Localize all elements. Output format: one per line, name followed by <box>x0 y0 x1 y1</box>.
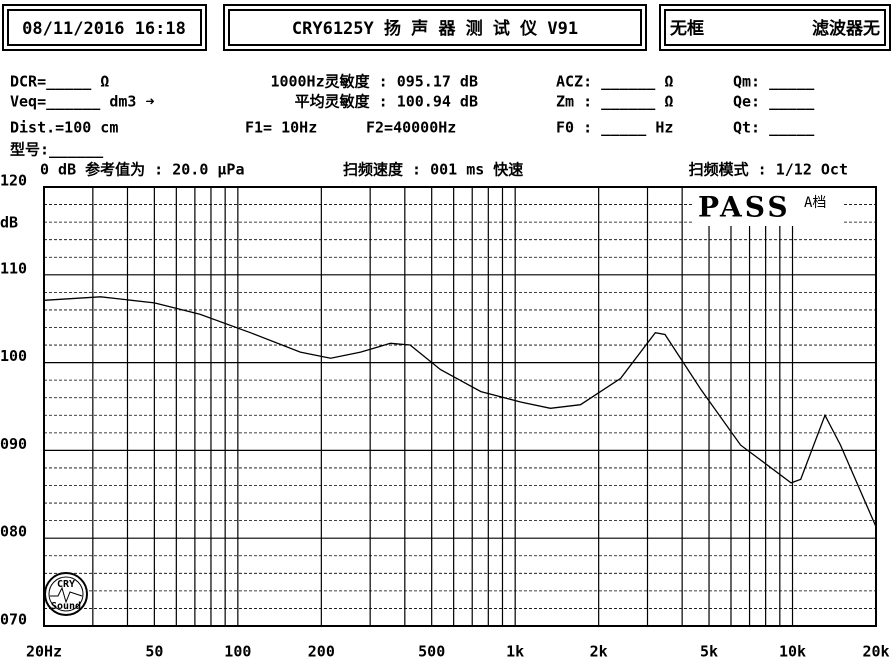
y-tick-label: 100 <box>0 347 27 365</box>
status-box <box>692 188 844 226</box>
header-frames <box>2 4 891 51</box>
ref-level: 0 dB 参考值为 : 20.0 μPa <box>40 161 245 179</box>
y-axis-label: dB <box>0 214 18 232</box>
frame: 无框 <box>669 18 704 39</box>
x-tick-label: 1k <box>506 643 524 661</box>
qm: Qm: _____ <box>733 73 815 91</box>
plot: 070 080 090 100 110 120 20Hz 50 100 200 500 1k 2k 5k 1… <box>0 172 890 661</box>
x-tick-label: 500 <box>418 643 445 661</box>
y-tick-label: 090 <box>0 435 27 453</box>
dist: Dist.=100 cm <box>10 119 118 137</box>
sweep-mode: 扫频模式 : 1/12 Oct <box>689 161 848 179</box>
logo: CRY Sound <box>44 572 88 616</box>
y-tick-label: 070 <box>0 611 27 629</box>
x-tick-label: 10k <box>779 643 806 661</box>
y-tick-label: 120 <box>0 172 27 190</box>
y-tick-label: 110 <box>0 259 27 277</box>
model: 型号:______ <box>10 141 104 159</box>
response-curve <box>43 296 877 528</box>
device-title: CRY6125Y 扬 声 器 测 试 仪 V91 <box>292 18 578 39</box>
x-tick-label: 200 <box>308 643 335 661</box>
acz: ACZ: ______ Ω <box>556 73 673 91</box>
dcr: DCR=_____ Ω <box>10 73 109 91</box>
logo-top: CRY <box>57 579 75 590</box>
x-tick-label: 50 <box>145 643 163 661</box>
logo-bottom: Sound <box>51 601 81 612</box>
f1: F1= 10Hz <box>245 119 317 137</box>
f0: F0 : _____ Hz <box>556 119 673 137</box>
zm: Zm : ______ Ω <box>556 93 673 111</box>
veq: Veq=______ dm3 ➜ <box>10 93 155 111</box>
x-tick-label: 20k <box>862 643 889 661</box>
status-note: A档 <box>804 195 826 211</box>
x-tick-label: 5k <box>700 643 718 661</box>
sens-avg: 平均灵敏度 : 100.94 dB <box>295 93 478 111</box>
x-tick-label: 20Hz <box>26 643 62 661</box>
x-tick-label: 2k <box>590 643 608 661</box>
status: PASS <box>698 191 791 224</box>
filter: 滤波器无 <box>812 18 880 39</box>
plot-area <box>43 186 877 627</box>
qt: Qt: _____ <box>733 119 815 137</box>
x-tick-label: 100 <box>224 643 251 661</box>
sens-1k: 1000Hz灵敏度 : 095.17 dB <box>270 73 478 91</box>
datetime: 08/11/2016 16:18 <box>22 19 186 39</box>
sweep-speed: 扫频速度 : 001 ms 快速 <box>343 161 523 179</box>
y-tick-label: 080 <box>0 523 27 541</box>
qe: Qe: _____ <box>733 93 815 111</box>
f2: F2=40000Hz <box>366 119 456 137</box>
